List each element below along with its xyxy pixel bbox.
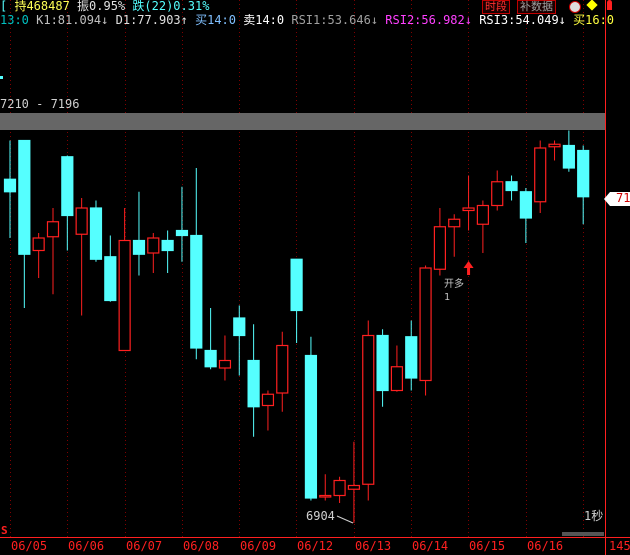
candle-down [233,317,246,337]
indicator-line: 13:0 K1:81.094↓ D1:77.903↑ 买14:0 卖14:0 R… [0,14,614,27]
date-label: 06/06 [68,539,105,553]
fill-data-button[interactable]: 补数据 [517,0,556,14]
signal-label: 开多 [444,279,464,290]
candle-down [405,336,418,379]
candle-up [319,494,332,498]
date-label: 06/08 [183,539,220,553]
header-field: [ [0,0,8,13]
scroll-thumb[interactable] [562,532,604,536]
header-field: RSI3:54.049↓ [471,13,566,27]
candle-up [218,359,232,369]
candle-down [562,144,575,169]
candle-down [505,181,518,192]
candle-up [433,226,446,270]
candle-down [519,191,532,219]
candle-up [118,239,131,352]
date-label: 06/05 [11,539,48,553]
candle-up [32,237,45,252]
period-button[interactable]: 时段 [482,0,510,14]
candle-up [46,221,60,238]
date-label: 06/13 [355,539,392,553]
quote-summary-line: [ 持468487 振0.95% 跌(22)0.31% [0,0,209,13]
candle-down [61,156,74,217]
candle-up [333,479,346,497]
candle-up [448,218,461,228]
header-field: RSI2:56.982↓ [378,13,472,27]
candle-down [204,349,217,368]
candle-down [18,139,31,255]
header-field: K1:81.094↓ [28,13,109,27]
date-label: 06/16 [527,539,564,553]
candle-down [290,258,303,312]
header-field: 卖14:0 [236,13,285,27]
clock-icon[interactable] [569,1,581,13]
cursor-marker [0,76,3,79]
range-band [0,113,605,130]
candle-up [276,344,289,394]
date-label: 06/14 [412,539,449,553]
candle-down [89,207,103,260]
price-tag-value: 71 [616,191,630,205]
candle-down [190,234,203,349]
candle-up [261,393,275,407]
candle-up [147,237,160,254]
candle-up [491,181,504,207]
header-field: D1:77.903↑ [108,13,188,27]
refresh-interval-label: 1秒 [584,509,604,523]
candle-down [577,149,590,198]
candle-down [304,354,318,499]
candle-up [419,267,432,382]
date-label: 06/12 [297,539,334,553]
candle-down [161,239,174,252]
s-marker: S [1,524,8,537]
price-tag-arrow [604,192,610,206]
candle-up [362,334,375,485]
header-field: 持468487 [7,0,70,13]
header-field: 振0.95% [69,0,126,13]
date-label: 06/09 [240,539,277,553]
candle-down [175,229,189,237]
range-label: 7210 - 7196 [0,97,80,111]
candle-down [132,239,146,255]
date-label: 06/15 [469,539,506,553]
header-field: RSI1:53.646↓ [284,13,379,27]
header-field: 13:0 [0,13,29,27]
low-pointer-line [336,515,354,524]
candle-down [247,359,260,408]
header-field: 跌(22)0.31% [125,0,210,13]
right-axis-label: 145 [609,539,630,553]
header-field: 买16:0 [565,13,615,27]
candle-up [75,207,88,235]
candle-up [534,147,547,203]
buy-signal-arrow [463,261,474,275]
person-icon[interactable] [607,0,612,10]
price-tag [610,192,630,206]
candle-down [376,334,389,392]
candle-up [462,207,475,212]
candle-up [548,143,561,148]
header-field: 买14:0 [187,13,236,27]
candle-down [104,256,117,302]
candle-up [390,366,404,392]
candle-up [347,484,361,490]
low-price-label: 6904 [306,509,335,523]
signal-count: 1 [444,292,451,303]
date-label: 06/07 [126,539,163,553]
candle-up [476,204,489,225]
candle-down [3,178,17,193]
